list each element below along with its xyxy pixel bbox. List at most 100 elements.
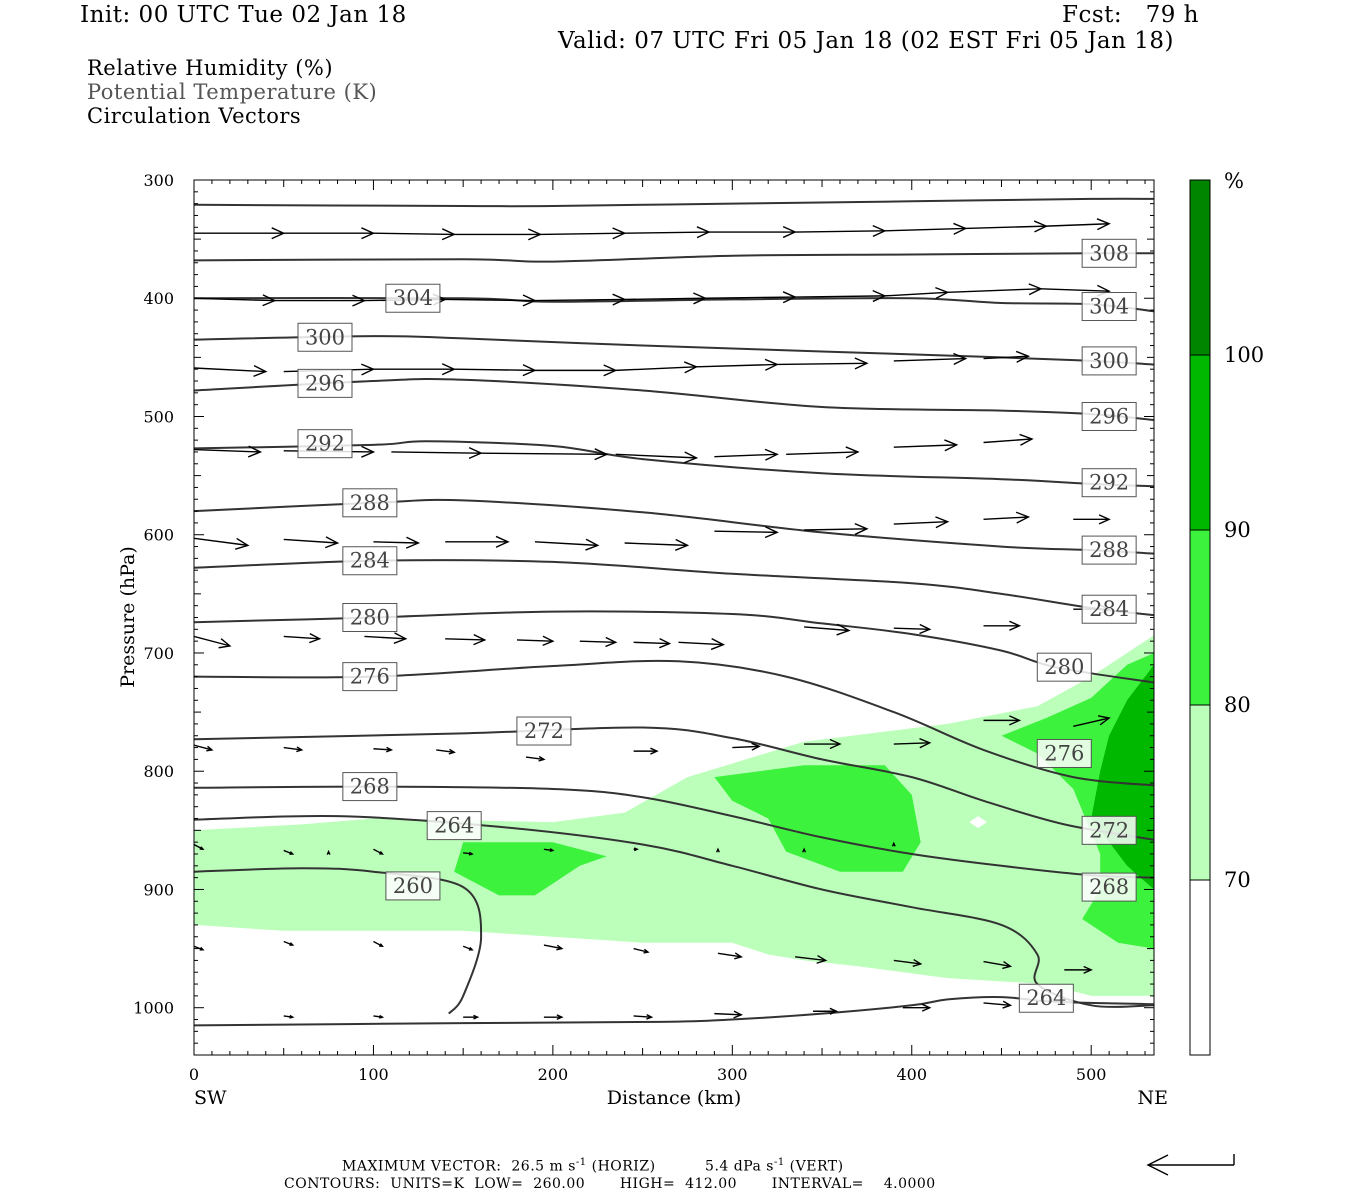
sw-label: SW (194, 1087, 227, 1109)
circulation-vector (983, 511, 1031, 524)
circulation-vector (364, 632, 408, 644)
rh-region-1 (454, 842, 607, 896)
svg-text:284: 284 (1089, 597, 1129, 621)
contour-label: 304 (1081, 292, 1137, 322)
circulation-vector (884, 222, 968, 235)
circulation-vector (540, 227, 627, 240)
circulation-vector (373, 363, 456, 376)
circulation-vector (534, 293, 627, 306)
circulation-vector (624, 292, 708, 305)
svg-text:292: 292 (1089, 471, 1129, 495)
circulation-vector (283, 1014, 295, 1019)
circulation-vector (795, 954, 828, 964)
circulation-vector (283, 536, 340, 549)
circulation-vector (1064, 965, 1093, 974)
circulation-vector (947, 283, 1043, 296)
circulation-vector (194, 537, 250, 550)
circulation-vector (893, 516, 950, 529)
x-tick-label: 0 (189, 1065, 199, 1084)
theta-contour-268 (194, 785, 1154, 879)
circulation-vector (454, 364, 537, 377)
x-tick-label: 100 (358, 1065, 389, 1084)
circulation-vector (804, 523, 869, 536)
x-tick-label: 400 (896, 1065, 927, 1084)
contour-label: 296 (297, 368, 353, 398)
circulation-vector (983, 1000, 1013, 1009)
circulation-vector (804, 623, 851, 636)
y-tick-label: 500 (143, 407, 174, 426)
contour-label: 288 (1081, 535, 1137, 565)
rh-region-5 (969, 816, 988, 828)
svg-text:288: 288 (1089, 538, 1129, 562)
circulation-vector (194, 227, 286, 240)
circulation-vector (902, 1003, 932, 1012)
circulation-vector (534, 364, 618, 377)
contour-label: 268 (342, 772, 398, 802)
colorbar-segment (1189, 529, 1211, 706)
contour-label: 292 (1081, 468, 1137, 498)
x-tick-label: 200 (538, 1065, 569, 1084)
circulation-vector (696, 358, 779, 371)
svg-text:292: 292 (305, 432, 345, 456)
contour-label: 276 (342, 662, 398, 692)
circulation-vector (786, 446, 860, 459)
circulation-vector (633, 847, 639, 852)
y-tick-label: 700 (143, 644, 174, 663)
circulation-vector (463, 1014, 480, 1020)
contour-label: 272 (516, 716, 572, 746)
contour-label: 308 (1081, 238, 1137, 268)
x-axis-title: Distance (km) (607, 1087, 742, 1109)
circulation-vector (543, 944, 564, 951)
reference-vector-arrow (1146, 1154, 1235, 1176)
x-tick-label: 500 (1076, 1065, 1107, 1084)
colorbar-segment (1189, 704, 1211, 881)
circulation-vector (983, 620, 1022, 631)
svg-text:280: 280 (1044, 655, 1084, 679)
svg-text:304: 304 (1089, 295, 1129, 319)
contour-label: 272 (1081, 815, 1137, 845)
circulation-vector (715, 847, 720, 853)
circulation-vector (777, 357, 869, 370)
circulation-vector (633, 947, 650, 954)
circulation-vector (194, 744, 214, 752)
circulation-vector (804, 738, 842, 750)
theta-contour-300 (194, 335, 1154, 366)
circulation-vector (283, 849, 295, 855)
svg-text:288: 288 (350, 491, 390, 515)
circulation-vector (802, 847, 807, 853)
x-tick-label: 300 (717, 1065, 748, 1084)
circulation-vector (283, 940, 295, 946)
circulation-vector (481, 448, 609, 461)
contour-label: 280 (1036, 652, 1092, 682)
theta-contour-unlabeled-14 (194, 996, 1154, 1027)
circulation-vector (633, 747, 659, 755)
circulation-vector (462, 945, 474, 951)
circulation-vector (678, 638, 726, 651)
circulation-vector (717, 952, 743, 960)
svg-text:268: 268 (1089, 875, 1129, 899)
svg-text:296: 296 (305, 371, 345, 395)
circulation-vector (373, 1014, 385, 1019)
circulation-vector (705, 291, 797, 304)
field-potential-temperature: Potential Temperature (K) (87, 80, 378, 104)
circulation-vector (633, 1013, 654, 1020)
theta-contour-284 (194, 559, 1154, 617)
circulation-vector (373, 746, 394, 753)
colorbar-level-label: 70 (1224, 868, 1251, 892)
svg-text:296: 296 (1089, 404, 1129, 428)
theta-contour-unlabeled-0 (194, 197, 1154, 208)
circulation-vector (326, 849, 331, 855)
circulation-vector (373, 848, 384, 855)
svg-text:276: 276 (1044, 741, 1084, 765)
circulation-vector (525, 755, 546, 762)
svg-text:284: 284 (350, 549, 390, 573)
init-time: Init: 00 UTC Tue 02 Jan 18 (80, 2, 407, 28)
y-axis-title: Pressure (hPa) (117, 546, 139, 688)
circulation-vector (893, 623, 932, 635)
theta-contour-264 (194, 814, 1154, 1008)
circulation-vector (454, 228, 543, 241)
circulation-vector (1073, 514, 1111, 525)
svg-text:276: 276 (350, 665, 390, 689)
circulation-vector (624, 538, 690, 551)
circulation-vector (615, 451, 699, 464)
